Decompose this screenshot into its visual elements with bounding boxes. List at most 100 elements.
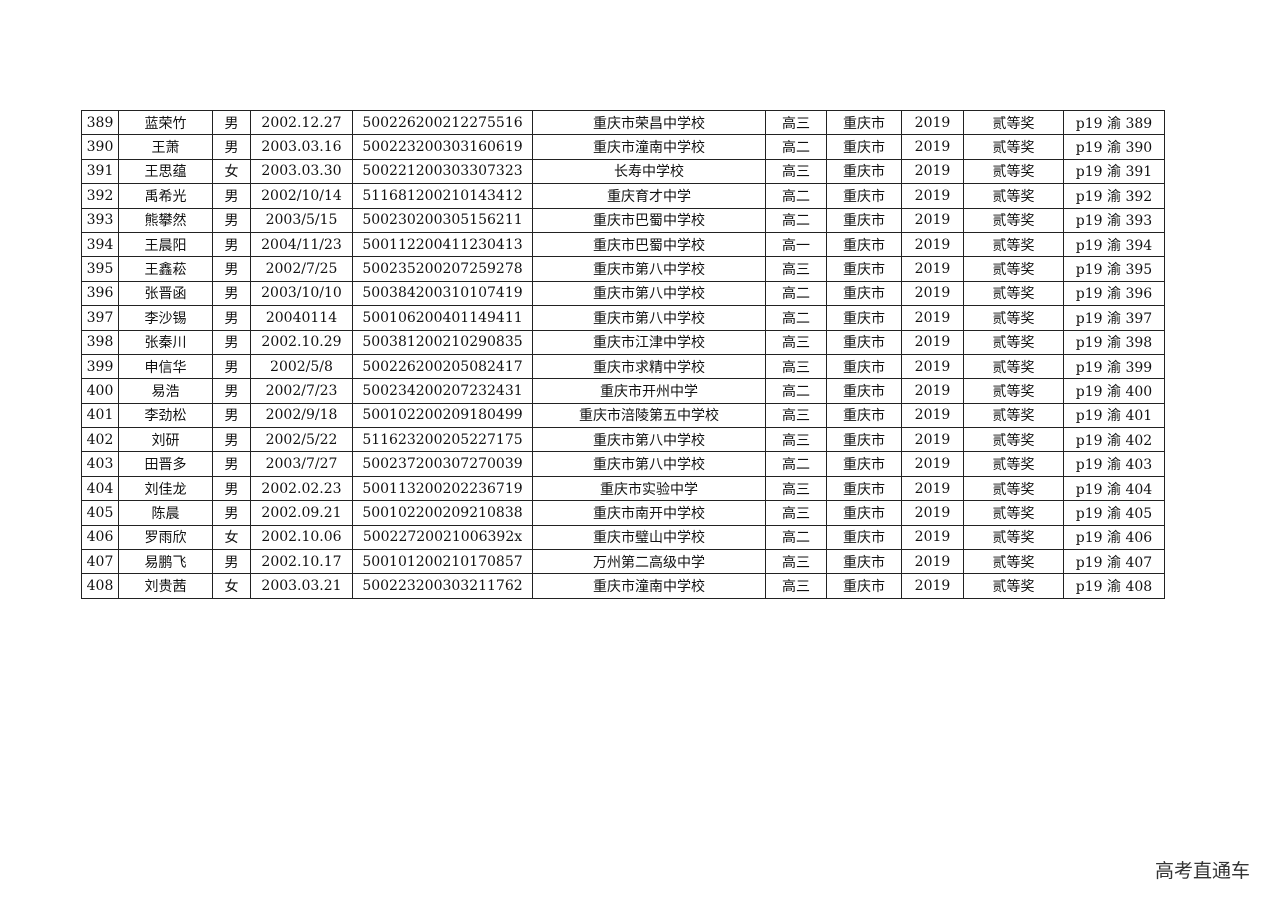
cell-year: 2019 (901, 451, 964, 477)
table-row: 405 陈晨男 2002.09.21 500102200209210838 重庆市南开中… (81, 500, 1165, 526)
cell-gender: 男 (212, 280, 251, 307)
cell-year: 2019 (901, 280, 964, 307)
cell-city: 重庆市 (826, 256, 902, 282)
cell-id-number: 500112200411230413 (352, 231, 533, 258)
cell-award: 贰等奖 (963, 573, 1064, 599)
cell-year: 2019 (901, 305, 964, 331)
cell-name: 李劲松 (118, 402, 213, 429)
cell-id-number: 500106200401149411 (352, 305, 533, 331)
cell-id-number: 50022720021006392x (352, 524, 533, 551)
cell-grade: 高三 (765, 109, 827, 136)
cell-certificate-no: p19 渝 392 (1063, 183, 1165, 209)
cell-grade: 高三 (765, 256, 827, 282)
cell-id-number: 500381200210290835 (352, 329, 533, 355)
cell-id-number: 511623200205227175 (352, 427, 533, 453)
table-row: 400 易浩男 2002/7/23 500234200207232431 重庆市开州中学… (81, 378, 1165, 404)
cell-city: 重庆市 (826, 109, 902, 136)
cell-award: 贰等奖 (963, 207, 1064, 233)
cell-birthdate: 2003/5/15 (250, 207, 353, 233)
cell-birthdate: 2003.03.30 (250, 158, 353, 185)
cell-school: 重庆市涪陵第五中学校 (532, 402, 766, 429)
cell-award: 贰等奖 (963, 158, 1064, 185)
cell-gender: 男 (212, 305, 251, 331)
cell-certificate-no: p19 渝 408 (1063, 573, 1165, 599)
cell-name: 陈晨 (118, 500, 213, 526)
table-row: 397 李沙锡男 20040114 500106200401149411 重庆市第八中学… (81, 305, 1165, 331)
cell-school: 重庆市第八中学校 (532, 451, 766, 477)
table-row: 403 田晋多男 2003/7/27 500237200307270039 重庆市第八中… (81, 451, 1165, 477)
cell-index: 391 (81, 158, 119, 185)
cell-year: 2019 (901, 183, 964, 209)
cell-gender: 男 (212, 451, 251, 477)
table-row: 398 张秦川男 2002.10.29 500381200210290835 重庆市江津… (81, 329, 1165, 355)
cell-year: 2019 (901, 207, 964, 233)
cell-school: 重庆市第八中学校 (532, 427, 766, 453)
cell-name: 刘研 (118, 427, 213, 453)
cell-year: 2019 (901, 158, 964, 185)
cell-school: 重庆市开州中学 (532, 378, 766, 404)
cell-city: 重庆市 (826, 183, 902, 209)
cell-certificate-no: p19 渝 403 (1063, 451, 1165, 477)
cell-id-number: 500234200207232431 (352, 378, 533, 404)
cell-index: 396 (81, 280, 119, 307)
cell-grade: 高三 (765, 549, 827, 575)
cell-index: 390 (81, 134, 119, 160)
table-row: 391 王思蕴女 2003.03.30 500221200303307323 长寿中学校… (81, 158, 1165, 185)
cell-year: 2019 (901, 524, 964, 551)
cell-gender: 男 (212, 256, 251, 282)
cell-gender: 男 (212, 549, 251, 575)
table-row: 406 罗雨欣女 2002.10.06 50022720021006392x 重庆市璧山… (81, 524, 1165, 551)
cell-index: 393 (81, 207, 119, 233)
cell-grade: 高二 (765, 134, 827, 160)
cell-id-number: 500102200209180499 (352, 402, 533, 429)
cell-name: 王思蕴 (118, 158, 213, 185)
table-row: 394 王晨阳男 2004/11/23 500112200411230413 重庆市巴蜀… (81, 231, 1165, 258)
cell-city: 重庆市 (826, 378, 902, 404)
cell-id-number: 500226200212275516 (352, 109, 533, 136)
cell-grade: 高三 (765, 329, 827, 355)
cell-index: 400 (81, 378, 119, 404)
cell-school: 长寿中学校 (532, 158, 766, 185)
cell-award: 贰等奖 (963, 329, 1064, 355)
cell-award: 贰等奖 (963, 231, 1064, 258)
cell-name: 申信华 (118, 353, 213, 380)
cell-city: 重庆市 (826, 329, 902, 355)
cell-grade: 高二 (765, 183, 827, 209)
cell-grade: 高三 (765, 475, 827, 502)
cell-index: 403 (81, 451, 119, 477)
cell-index: 398 (81, 329, 119, 355)
cell-year: 2019 (901, 353, 964, 380)
cell-year: 2019 (901, 500, 964, 526)
cell-city: 重庆市 (826, 280, 902, 307)
cell-city: 重庆市 (826, 353, 902, 380)
cell-city: 重庆市 (826, 134, 902, 160)
cell-certificate-no: p19 渝 400 (1063, 378, 1165, 404)
cell-school: 重庆市南开中学校 (532, 500, 766, 526)
cell-index: 392 (81, 183, 119, 209)
cell-award: 贰等奖 (963, 475, 1064, 502)
cell-school: 重庆市荣昌中学校 (532, 109, 766, 136)
cell-certificate-no: p19 渝 397 (1063, 305, 1165, 331)
cell-name: 罗雨欣 (118, 524, 213, 551)
cell-gender: 女 (212, 573, 251, 599)
cell-id-number: 500101200210170857 (352, 549, 533, 575)
cell-birthdate: 2002/7/25 (250, 256, 353, 282)
cell-certificate-no: p19 渝 401 (1063, 402, 1165, 429)
cell-certificate-no: p19 渝 407 (1063, 549, 1165, 575)
cell-name: 刘贵茜 (118, 573, 213, 599)
cell-award: 贰等奖 (963, 524, 1064, 551)
cell-index: 404 (81, 475, 119, 502)
cell-birthdate: 2002/7/23 (250, 378, 353, 404)
cell-birthdate: 2004/11/23 (250, 231, 353, 258)
cell-school: 重庆市璧山中学校 (532, 524, 766, 551)
cell-city: 重庆市 (826, 549, 902, 575)
cell-year: 2019 (901, 573, 964, 599)
cell-id-number: 500230200305156211 (352, 207, 533, 233)
cell-certificate-no: p19 渝 404 (1063, 475, 1165, 502)
cell-award: 贰等奖 (963, 378, 1064, 404)
table-row: 408 刘贵茜女 2003.03.21 500223200303211762 重庆市潼南… (81, 573, 1165, 599)
cell-school: 重庆市第八中学校 (532, 280, 766, 307)
cell-name: 张晋函 (118, 280, 213, 307)
cell-name: 王晨阳 (118, 231, 213, 258)
cell-index: 402 (81, 427, 119, 453)
